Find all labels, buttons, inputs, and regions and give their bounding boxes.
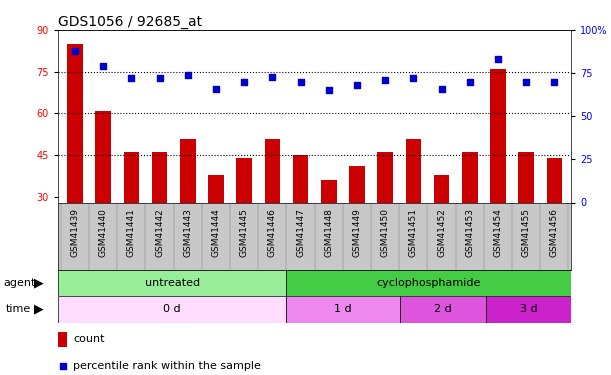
Bar	[490, 69, 506, 203]
Point	[493, 56, 503, 62]
Text: 2 d: 2 d	[434, 304, 452, 314]
Bar	[208, 175, 224, 202]
Text: GSM41444: GSM41444	[211, 208, 221, 256]
Bar	[236, 158, 252, 203]
Text: agent: agent	[3, 278, 35, 288]
Point	[380, 77, 390, 83]
Bar	[286, 296, 400, 322]
Point	[70, 48, 80, 54]
Text: GSM41447: GSM41447	[296, 208, 305, 257]
Bar	[265, 138, 280, 202]
Text: GSM41448: GSM41448	[324, 208, 333, 257]
Text: 0 d: 0 d	[163, 304, 181, 314]
Text: GSM41453: GSM41453	[465, 208, 474, 257]
Text: ▶: ▶	[34, 277, 43, 290]
Bar	[518, 152, 534, 202]
Bar	[486, 296, 571, 322]
Bar	[434, 175, 449, 202]
Bar	[123, 152, 139, 202]
Bar	[58, 332, 67, 347]
Point	[352, 230, 362, 236]
Bar	[67, 44, 82, 203]
Text: untreated: untreated	[145, 278, 200, 288]
Text: GSM41443: GSM41443	[183, 208, 192, 257]
Text: GSM41455: GSM41455	[522, 208, 531, 257]
Bar	[286, 270, 571, 296]
Text: 1 d: 1 d	[334, 304, 352, 314]
Text: GSM41452: GSM41452	[437, 208, 446, 257]
Bar	[349, 166, 365, 202]
Text: GDS1056 / 92685_at: GDS1056 / 92685_at	[58, 15, 202, 29]
Bar	[152, 152, 167, 202]
Text: time: time	[6, 304, 31, 314]
Text: GSM41451: GSM41451	[409, 208, 418, 257]
Point	[240, 79, 249, 85]
Text: GSM41446: GSM41446	[268, 208, 277, 257]
Text: GSM41449: GSM41449	[353, 208, 362, 257]
Point	[549, 79, 559, 85]
Text: GSM41439: GSM41439	[70, 208, 79, 257]
Text: GSM41442: GSM41442	[155, 208, 164, 256]
Point	[98, 63, 108, 69]
Text: cyclophosphamide: cyclophosphamide	[376, 278, 481, 288]
Text: percentile rank within the sample: percentile rank within the sample	[73, 361, 262, 370]
Point	[126, 75, 136, 81]
Bar	[95, 111, 111, 202]
Bar	[462, 152, 478, 202]
Text: GSM41441: GSM41441	[127, 208, 136, 257]
Text: GSM41454: GSM41454	[494, 208, 502, 257]
Bar	[378, 152, 393, 202]
Point	[521, 79, 531, 85]
Bar	[58, 296, 286, 322]
Point	[352, 82, 362, 88]
Point	[268, 74, 277, 80]
Text: GSM41445: GSM41445	[240, 208, 249, 257]
Bar	[406, 138, 421, 202]
Bar	[58, 270, 286, 296]
Point	[155, 75, 164, 81]
Text: GSM41450: GSM41450	[381, 208, 390, 257]
Bar	[293, 155, 309, 203]
Point	[211, 86, 221, 92]
Bar	[180, 138, 196, 202]
Text: GSM41456: GSM41456	[550, 208, 559, 257]
Text: ▶: ▶	[34, 303, 43, 316]
Text: GSM41440: GSM41440	[98, 208, 108, 257]
Point	[183, 72, 192, 78]
Point	[324, 87, 334, 93]
Bar	[321, 180, 337, 203]
Bar	[547, 158, 562, 203]
Point	[437, 86, 447, 92]
Point	[409, 75, 419, 81]
Point	[296, 79, 306, 85]
Bar	[400, 296, 486, 322]
Point	[465, 79, 475, 85]
Text: 3 d: 3 d	[520, 304, 537, 314]
Text: count: count	[73, 334, 105, 344]
